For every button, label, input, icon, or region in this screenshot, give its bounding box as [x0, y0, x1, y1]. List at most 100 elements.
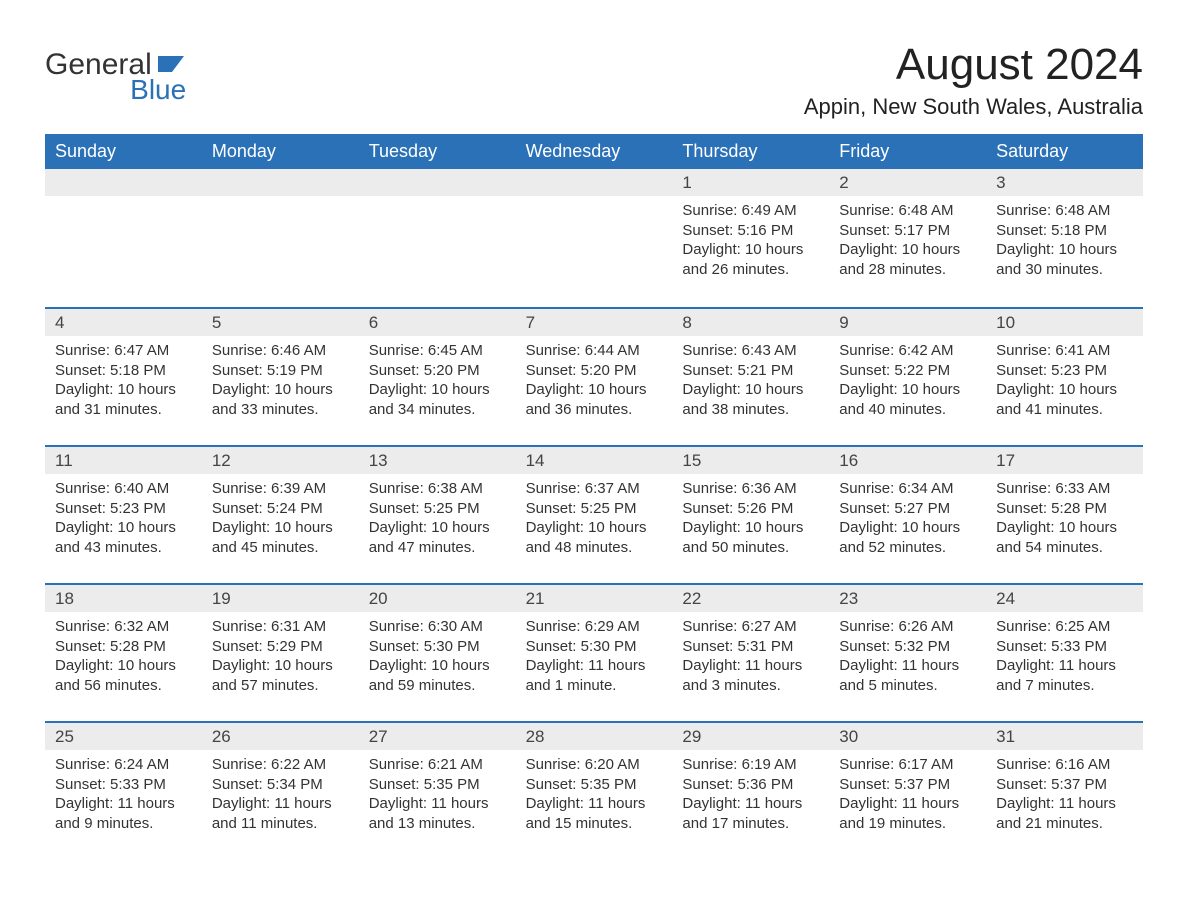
day-body: Sunrise: 6:26 AMSunset: 5:32 PMDaylight:… [829, 612, 986, 703]
sunrise-text: Sunrise: 6:42 AM [839, 341, 976, 361]
day-body: Sunrise: 6:32 AMSunset: 5:28 PMDaylight:… [45, 612, 202, 703]
daylight-text: Daylight: 10 hours and 41 minutes. [996, 380, 1133, 419]
day-body: Sunrise: 6:37 AMSunset: 5:25 PMDaylight:… [516, 474, 673, 565]
week-row: 18Sunrise: 6:32 AMSunset: 5:28 PMDayligh… [45, 583, 1143, 721]
day-cell [516, 169, 673, 307]
day-cell: 9 Sunrise: 6:42 AMSunset: 5:22 PMDaylight… [829, 309, 986, 445]
sunrise-text: Sunrise: 6:41 AM [996, 341, 1133, 361]
daylight-text: Daylight: 10 hours and 31 minutes. [55, 380, 192, 419]
sunset-text: Sunset: 5:28 PM [996, 499, 1133, 519]
day-body: Sunrise: 6:49 AMSunset: 5:16 PMDaylight:… [672, 196, 829, 287]
day-cell [202, 169, 359, 307]
sunset-text: Sunset: 5:33 PM [55, 775, 192, 795]
sunrise-text: Sunrise: 6:43 AM [682, 341, 819, 361]
sunset-text: Sunset: 5:18 PM [996, 221, 1133, 241]
day-body: Sunrise: 6:17 AMSunset: 5:37 PMDaylight:… [829, 750, 986, 841]
sunrise-text: Sunrise: 6:33 AM [996, 479, 1133, 499]
weekday-header: Saturday [986, 134, 1143, 169]
day-number: 7 [516, 309, 673, 336]
day-body: Sunrise: 6:44 AMSunset: 5:20 PMDaylight:… [516, 336, 673, 427]
empty-day-strip [202, 169, 359, 196]
sunrise-text: Sunrise: 6:45 AM [369, 341, 506, 361]
day-body: Sunrise: 6:24 AMSunset: 5:33 PMDaylight:… [45, 750, 202, 841]
daylight-text: Daylight: 10 hours and 34 minutes. [369, 380, 506, 419]
day-number: 9 [829, 309, 986, 336]
sunset-text: Sunset: 5:22 PM [839, 361, 976, 381]
sunset-text: Sunset: 5:37 PM [839, 775, 976, 795]
day-number: 2 [829, 169, 986, 196]
weekday-header: Tuesday [359, 134, 516, 169]
sunrise-text: Sunrise: 6:37 AM [526, 479, 663, 499]
day-number: 26 [202, 723, 359, 750]
day-cell [359, 169, 516, 307]
day-cell: 3Sunrise: 6:48 AMSunset: 5:18 PMDaylight… [986, 169, 1143, 307]
day-number: 8 [672, 309, 829, 336]
sunset-text: Sunset: 5:24 PM [212, 499, 349, 519]
sunset-text: Sunset: 5:32 PM [839, 637, 976, 657]
daylight-text: Daylight: 10 hours and 45 minutes. [212, 518, 349, 557]
weekday-header: Thursday [672, 134, 829, 169]
sunrise-text: Sunrise: 6:49 AM [682, 201, 819, 221]
daylight-text: Daylight: 11 hours and 11 minutes. [212, 794, 349, 833]
sunrise-text: Sunrise: 6:47 AM [55, 341, 192, 361]
day-body: Sunrise: 6:29 AMSunset: 5:30 PMDaylight:… [516, 612, 673, 703]
daylight-text: Daylight: 11 hours and 17 minutes. [682, 794, 819, 833]
sunset-text: Sunset: 5:26 PM [682, 499, 819, 519]
day-cell: 18Sunrise: 6:32 AMSunset: 5:28 PMDayligh… [45, 585, 202, 721]
day-number: 28 [516, 723, 673, 750]
day-body: Sunrise: 6:27 AMSunset: 5:31 PMDaylight:… [672, 612, 829, 703]
header-row: General Blue August 2024 Appin, New Sout… [45, 40, 1143, 128]
sunset-text: Sunset: 5:27 PM [839, 499, 976, 519]
day-body: Sunrise: 6:31 AMSunset: 5:29 PMDaylight:… [202, 612, 359, 703]
empty-day-strip [45, 169, 202, 196]
day-cell: 28Sunrise: 6:20 AMSunset: 5:35 PMDayligh… [516, 723, 673, 859]
day-body: Sunrise: 6:47 AMSunset: 5:18 PMDaylight:… [45, 336, 202, 427]
day-body: Sunrise: 6:48 AMSunset: 5:17 PMDaylight:… [829, 196, 986, 287]
day-body: Sunrise: 6:16 AMSunset: 5:37 PMDaylight:… [986, 750, 1143, 841]
daylight-text: Daylight: 10 hours and 40 minutes. [839, 380, 976, 419]
day-body: Sunrise: 6:46 AMSunset: 5:19 PMDaylight:… [202, 336, 359, 427]
weekday-header: Sunday [45, 134, 202, 169]
sunset-text: Sunset: 5:31 PM [682, 637, 819, 657]
day-cell: 4Sunrise: 6:47 AMSunset: 5:18 PMDaylight… [45, 309, 202, 445]
sunrise-text: Sunrise: 6:38 AM [369, 479, 506, 499]
sunrise-text: Sunrise: 6:48 AM [839, 201, 976, 221]
day-number: 15 [672, 447, 829, 474]
day-cell: 6Sunrise: 6:45 AMSunset: 5:20 PMDaylight… [359, 309, 516, 445]
day-cell: 23Sunrise: 6:26 AMSunset: 5:32 PMDayligh… [829, 585, 986, 721]
week-row: 11Sunrise: 6:40 AMSunset: 5:23 PMDayligh… [45, 445, 1143, 583]
day-cell: 22Sunrise: 6:27 AMSunset: 5:31 PMDayligh… [672, 585, 829, 721]
daylight-text: Daylight: 10 hours and 43 minutes. [55, 518, 192, 557]
sunrise-text: Sunrise: 6:48 AM [996, 201, 1133, 221]
daylight-text: Daylight: 10 hours and 33 minutes. [212, 380, 349, 419]
daylight-text: Daylight: 10 hours and 57 minutes. [212, 656, 349, 695]
sunrise-text: Sunrise: 6:27 AM [682, 617, 819, 637]
daylight-text: Daylight: 10 hours and 38 minutes. [682, 380, 819, 419]
weekday-header: Monday [202, 134, 359, 169]
logo-text: General Blue [45, 50, 186, 104]
day-cell: 20Sunrise: 6:30 AMSunset: 5:30 PMDayligh… [359, 585, 516, 721]
week-row: 4Sunrise: 6:47 AMSunset: 5:18 PMDaylight… [45, 307, 1143, 445]
daylight-text: Daylight: 10 hours and 59 minutes. [369, 656, 506, 695]
day-cell: 26Sunrise: 6:22 AMSunset: 5:34 PMDayligh… [202, 723, 359, 859]
sunrise-text: Sunrise: 6:30 AM [369, 617, 506, 637]
daylight-text: Daylight: 10 hours and 47 minutes. [369, 518, 506, 557]
sunrise-text: Sunrise: 6:40 AM [55, 479, 192, 499]
day-cell: 12Sunrise: 6:39 AMSunset: 5:24 PMDayligh… [202, 447, 359, 583]
weekday-header: Friday [829, 134, 986, 169]
daylight-text: Daylight: 11 hours and 13 minutes. [369, 794, 506, 833]
day-body: Sunrise: 6:30 AMSunset: 5:30 PMDaylight:… [359, 612, 516, 703]
sunset-text: Sunset: 5:33 PM [996, 637, 1133, 657]
title-block: August 2024 Appin, New South Wales, Aust… [804, 40, 1143, 128]
day-cell [45, 169, 202, 307]
day-cell: 10Sunrise: 6:41 AMSunset: 5:23 PMDayligh… [986, 309, 1143, 445]
day-number: 17 [986, 447, 1143, 474]
day-number: 30 [829, 723, 986, 750]
day-number: 22 [672, 585, 829, 612]
day-number: 4 [45, 309, 202, 336]
day-number: 13 [359, 447, 516, 474]
day-number: 24 [986, 585, 1143, 612]
day-body: Sunrise: 6:39 AMSunset: 5:24 PMDaylight:… [202, 474, 359, 565]
sunset-text: Sunset: 5:20 PM [526, 361, 663, 381]
day-body: Sunrise: 6:48 AMSunset: 5:18 PMDaylight:… [986, 196, 1143, 287]
